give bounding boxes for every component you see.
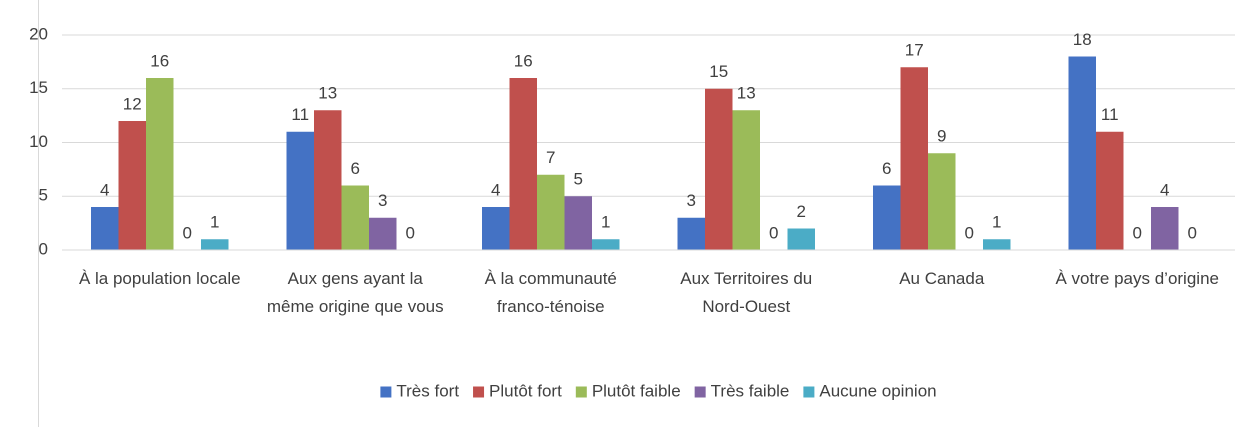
chart-frame [38,0,39,427]
bar [537,174,565,250]
bar [592,239,620,250]
x-tick-label: À la population locale [79,269,241,288]
bar [787,228,815,250]
data-label: 1 [992,213,1001,232]
x-tick-label: À la communauté franco-ténoise [485,269,617,316]
y-tick-label: 10 [29,132,48,151]
legend-label: Plutôt fort [489,381,562,400]
bar [1068,56,1096,250]
bar [677,217,705,250]
data-label: 11 [1101,105,1119,124]
legend-swatch [575,386,587,398]
bar [341,185,369,250]
data-label: 0 [1188,223,1197,242]
bar [900,67,928,250]
legend-item: Aucune opinion [803,381,937,400]
data-label: 6 [882,159,891,178]
data-label: 4 [100,180,109,199]
data-label: 2 [797,202,806,221]
data-label: 0 [406,223,415,242]
bar [482,207,510,250]
data-label: 13 [737,84,756,103]
legend-item: Plutôt fort [473,381,562,400]
y-tick-label: 0 [39,239,48,258]
data-label: 4 [1160,180,1169,199]
data-label: 0 [965,223,974,242]
legend-swatch [380,386,392,398]
y-tick-label: 15 [29,78,48,97]
x-tick-label: Aux Territoires du Nord-Ouest [680,269,812,316]
data-label: 3 [378,191,387,210]
data-label: 12 [123,94,142,113]
bar [873,185,901,250]
data-label: 1 [210,213,219,232]
x-tick-label: Au Canada [899,269,985,288]
data-label: 3 [687,191,696,210]
y-tick-label: 20 [29,24,48,43]
data-label: 0 [183,223,192,242]
legend-label: Très faible [711,381,790,400]
bar [314,110,342,250]
data-label: 11 [291,105,309,124]
legend-item: Très faible [694,381,790,400]
data-label: 0 [769,223,778,242]
legend-label: Très fort [396,381,459,400]
legend-swatch [694,386,706,398]
bar [928,153,956,250]
y-tick-label: 5 [39,186,48,205]
data-label: 1 [601,213,610,232]
legend-item: Plutôt faible [575,381,681,400]
legend-item: Très fort [380,381,459,400]
data-label: 16 [150,51,169,70]
bar [91,207,119,250]
bar [1151,207,1179,250]
data-label: 16 [514,51,533,70]
legend-label: Plutôt faible [592,381,681,400]
data-label: 15 [709,62,728,81]
bar [146,78,174,250]
bar [286,131,314,250]
bar [732,110,760,250]
bar [201,239,229,250]
data-label: 4 [491,180,500,199]
data-label: 9 [937,127,946,146]
legend-swatch [473,386,485,398]
x-tick-label: Aux gens ayant la même origine que vous [267,269,444,316]
legend-swatch [803,386,815,398]
bar [118,121,146,250]
bar [983,239,1011,250]
data-label: 13 [318,84,337,103]
data-label: 0 [1133,223,1142,242]
legend-label: Aucune opinion [819,381,936,400]
bar [509,78,537,250]
data-label: 5 [574,170,583,189]
bar [369,217,397,250]
data-label: 17 [905,41,924,60]
bar [1096,131,1124,250]
data-label: 18 [1073,30,1092,49]
data-label: 7 [546,148,555,167]
bar [564,196,592,250]
bar [705,88,733,250]
data-label: 6 [351,159,360,178]
x-tick-label: À votre pays d’origine [1056,269,1219,288]
